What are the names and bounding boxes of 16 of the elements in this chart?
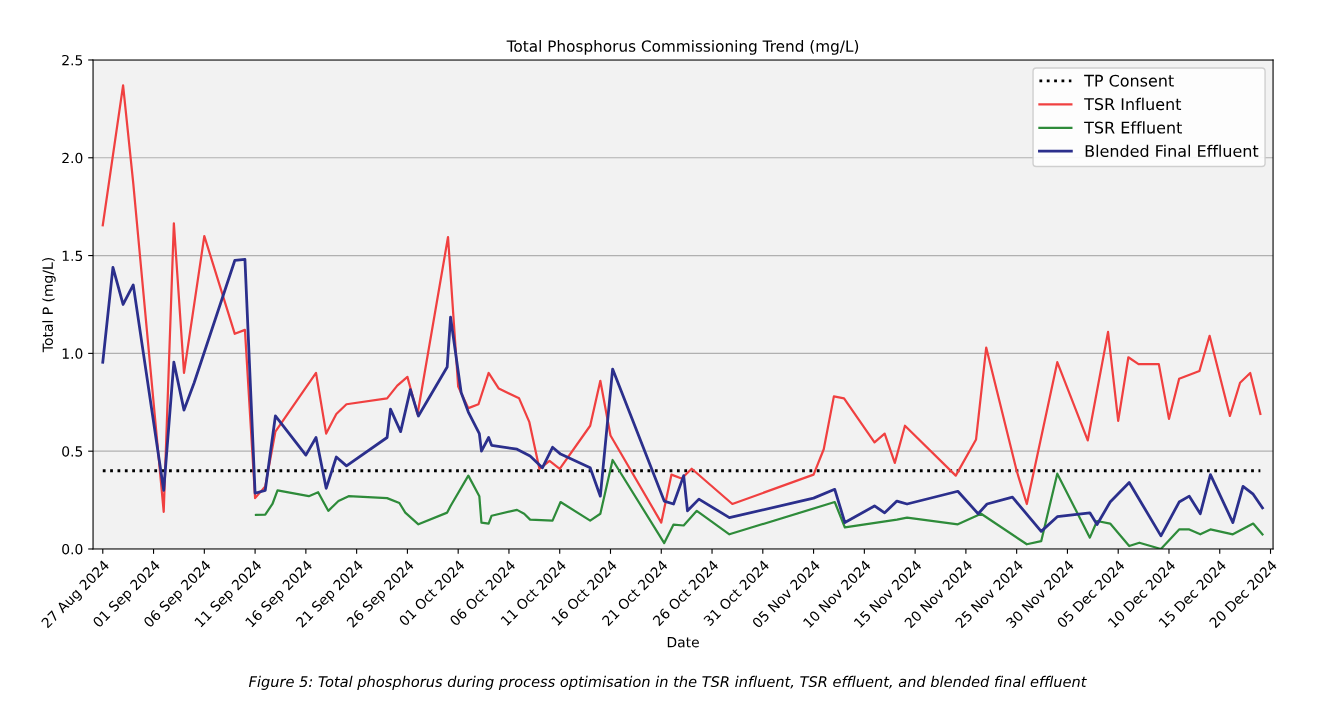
line-series: [101, 258, 1264, 538]
x-axis-title: Date: [667, 637, 699, 648]
caption: Figure 5: Total phosphorus during process optimisation in the TSR influent, TSR effluent, and blended final effluent: [248, 675, 1087, 690]
y-tick-label: 1.0: [62, 348, 83, 359]
legend-label: TP Consent: [1084, 74, 1174, 87]
y-tick-label: 0.5: [62, 446, 83, 457]
legend-label: TSR Effluent: [1084, 121, 1182, 134]
y-tick-label: 0.0: [62, 543, 83, 555]
line-series: [254, 458, 1264, 549]
y-axis-title: Total P (mg/L): [42, 258, 56, 353]
legend-label: Blended Final Effluent: [1085, 144, 1259, 158]
y-tick-label: 2.0: [62, 152, 83, 164]
legend-label: TSR Influent: [1084, 97, 1182, 111]
chart-title: Total Phosphorus Commissioning Trend (mg/L): [506, 40, 859, 55]
y-tick-label: 1.5: [62, 250, 83, 262]
y-tick-label: 2.5: [62, 54, 83, 66]
